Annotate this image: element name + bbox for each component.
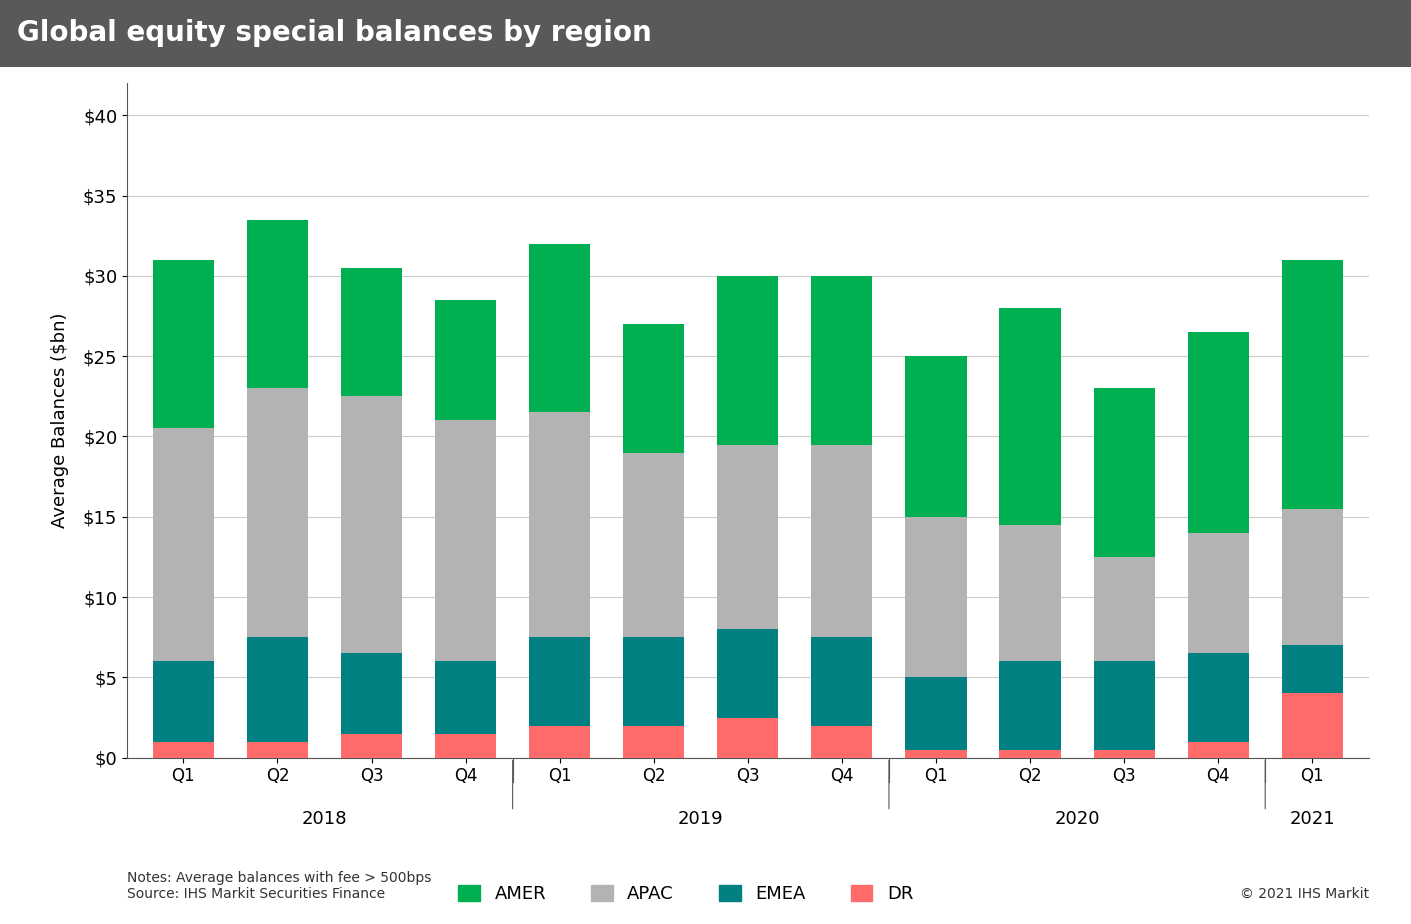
Bar [341, 734, 402, 758]
Bar [529, 725, 590, 758]
Bar [717, 276, 779, 444]
Bar [529, 412, 590, 638]
Bar [624, 453, 684, 638]
Y-axis label: Average Balances ($bn): Average Balances ($bn) [51, 312, 69, 529]
Bar [435, 300, 497, 420]
Bar [529, 244, 590, 412]
Bar [1094, 388, 1154, 557]
Text: 2019: 2019 [677, 810, 724, 829]
Bar [1094, 749, 1154, 758]
Bar [1281, 260, 1343, 509]
Text: Global equity special balances by region: Global equity special balances by region [17, 19, 652, 47]
Bar [152, 662, 214, 742]
Bar [624, 638, 684, 725]
Bar [811, 638, 872, 725]
Bar [906, 749, 967, 758]
Text: 2021: 2021 [1290, 810, 1335, 829]
Bar [1188, 653, 1249, 742]
Bar [717, 444, 779, 629]
Text: Notes: Average balances with fee > 500bps
Source: IHS Markit Securities Finance: Notes: Average balances with fee > 500bp… [127, 870, 432, 901]
Bar [906, 356, 967, 517]
Bar [1188, 332, 1249, 533]
Bar [1281, 693, 1343, 758]
Bar [717, 629, 779, 718]
Bar [247, 638, 308, 742]
Bar [624, 324, 684, 453]
Bar [341, 396, 402, 653]
Bar [717, 718, 779, 758]
Text: 2020: 2020 [1054, 810, 1099, 829]
Bar [906, 517, 967, 677]
Bar [247, 220, 308, 388]
Bar [624, 725, 684, 758]
Legend: AMER, APAC, EMEA, DR: AMER, APAC, EMEA, DR [452, 878, 920, 910]
Bar [1094, 557, 1154, 662]
Bar [435, 420, 497, 662]
Bar [341, 653, 402, 734]
Bar [1188, 533, 1249, 653]
Bar [1281, 645, 1343, 693]
Bar [999, 525, 1061, 662]
Bar [811, 725, 872, 758]
Bar [341, 268, 402, 396]
Bar [152, 742, 214, 758]
Bar [529, 638, 590, 725]
Bar [999, 749, 1061, 758]
Bar [811, 444, 872, 638]
Text: © 2021 IHS Markit: © 2021 IHS Markit [1239, 887, 1369, 901]
Bar [435, 734, 497, 758]
Bar [247, 388, 308, 638]
Bar [906, 677, 967, 749]
Bar [435, 662, 497, 734]
Bar [1094, 662, 1154, 749]
Bar [152, 260, 214, 429]
Bar [811, 276, 872, 444]
Bar [999, 308, 1061, 525]
Bar [1281, 509, 1343, 645]
Bar [247, 742, 308, 758]
Text: 2018: 2018 [302, 810, 347, 829]
Bar [1188, 742, 1249, 758]
Bar [999, 662, 1061, 749]
Bar [152, 429, 214, 662]
